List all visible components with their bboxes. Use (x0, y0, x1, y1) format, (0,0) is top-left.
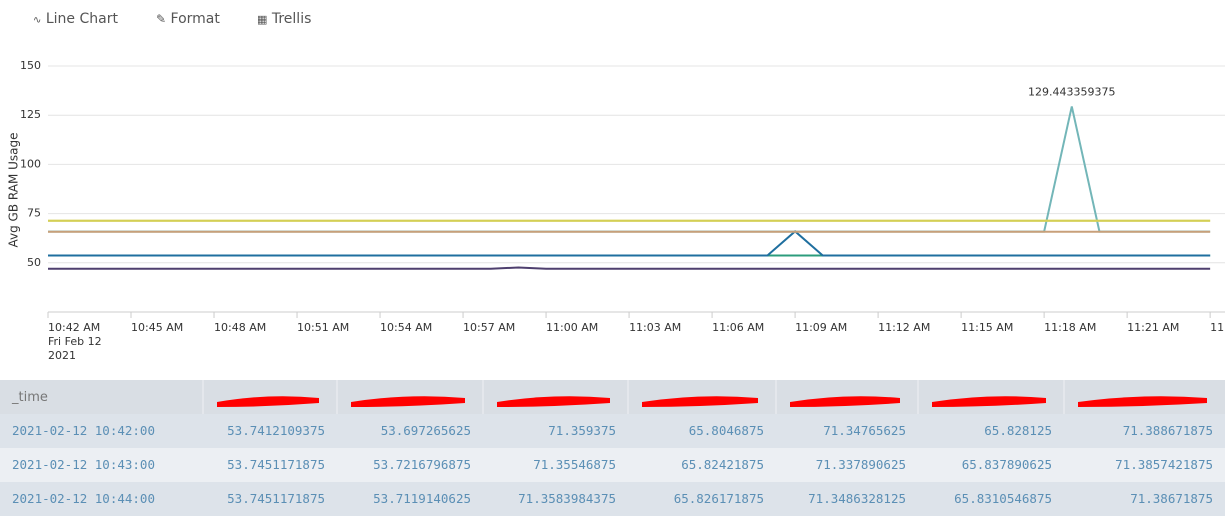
x-tick-label: 11:09 AM (795, 321, 847, 334)
x-tick-label: 11:00 AM (546, 321, 598, 334)
redaction (217, 396, 319, 407)
column-header[interactable]: _time (11, 390, 48, 405)
tool-label: Format (170, 11, 220, 27)
data-label: 129.443359375 (1028, 85, 1115, 98)
table-row (0, 482, 1225, 516)
line-chart-button[interactable]: ∿ Line Chart (33, 11, 118, 27)
x-tick-label: 11:18 AM (1044, 321, 1096, 334)
redaction (642, 396, 758, 407)
table-cell: 71.35546875 (533, 457, 616, 472)
x-tick-label: 10:57 AM (463, 321, 515, 334)
y-tick-label: 125 (20, 108, 41, 121)
header-row (0, 380, 1225, 414)
table-cell: 65.8310546875 (954, 491, 1052, 506)
trellis-button[interactable]: ▦ Trellis (257, 11, 312, 27)
x-tick-label: 11:12 AM (878, 321, 930, 334)
x-tick-date: Fri Feb 12 (48, 335, 102, 348)
table-row (0, 414, 1225, 448)
x-tick-label: 11:21 AM (1127, 321, 1179, 334)
table-cell: 71.3486328125 (808, 491, 906, 506)
table-cell: 65.8046875 (689, 423, 764, 438)
table-cell: 2021-02-12 10:43:00 (12, 457, 155, 472)
table-cell: 53.7451171875 (227, 491, 325, 506)
table-cell: 71.388671875 (1123, 423, 1213, 438)
table-row (0, 448, 1225, 482)
table-cell: 71.3857421875 (1115, 457, 1213, 472)
table-cell: 53.7451171875 (227, 457, 325, 472)
y-tick-label: 100 (20, 157, 41, 170)
table-cell: 71.34765625 (823, 423, 906, 438)
x-tick-label: 10:51 AM (297, 321, 349, 334)
redaction (932, 396, 1046, 407)
table-cell: 65.826171875 (674, 491, 764, 506)
tool-label: Trellis (271, 11, 312, 27)
x-tick-label: 11:06 AM (712, 321, 764, 334)
table-cell: 53.7412109375 (227, 423, 325, 438)
table-cell: 2021-02-12 10:42:00 (12, 423, 155, 438)
table-cell: 53.697265625 (381, 423, 471, 438)
table-cell: 71.3583984375 (518, 491, 616, 506)
y-tick-label: 150 (20, 59, 41, 72)
table-cell: 71.337890625 (816, 457, 906, 472)
table-cell: 65.82421875 (681, 457, 764, 472)
table-cell: 71.38671875 (1130, 491, 1213, 506)
series-line (48, 229, 1211, 257)
x-tick-label: 11:15 AM (961, 321, 1013, 334)
tool-label: Line Chart (45, 11, 118, 27)
x-tick-date: 2021 (48, 349, 76, 362)
x-tick-label: 10:45 AM (131, 321, 183, 334)
y-axis-label: Avg GB RAM Usage (7, 132, 21, 247)
table-cell: 71.359375 (548, 423, 616, 438)
redaction (497, 396, 610, 407)
table-cell: 53.7119140625 (373, 491, 471, 506)
series-line (48, 266, 1211, 270)
y-tick-label: 75 (27, 207, 41, 220)
table-cell: 53.7216796875 (373, 457, 471, 472)
x-tick-label: 11:03 AM (629, 321, 681, 334)
table-cell: 65.837890625 (962, 457, 1052, 472)
redaction (790, 396, 900, 407)
results-table: _time 2021-02-12 10:42:00 53.7412109375 53.… (0, 380, 1225, 516)
toolbar: ∿ Line Chart ✎ Format ▦ Trellis (0, 0, 1225, 40)
table-cell: 65.828125 (984, 423, 1052, 438)
format-button[interactable]: ✎ Format (156, 11, 220, 27)
series-line (48, 106, 1211, 233)
x-tick-label: 10:48 AM (214, 321, 266, 334)
x-tick-label: 11:24 AM (1210, 321, 1225, 334)
chart: Avg GB RAM Usage 50 75 100 125 150 10:42 AM 10… (7, 59, 1225, 362)
table-cell: 2021-02-12 10:44:00 (12, 491, 155, 506)
x-tick-label: 10:54 AM (380, 321, 432, 334)
y-tick-label: 50 (27, 256, 41, 269)
x-tick-label: 10:42 AM (48, 321, 100, 334)
redaction (1078, 396, 1207, 407)
redaction (351, 396, 465, 407)
